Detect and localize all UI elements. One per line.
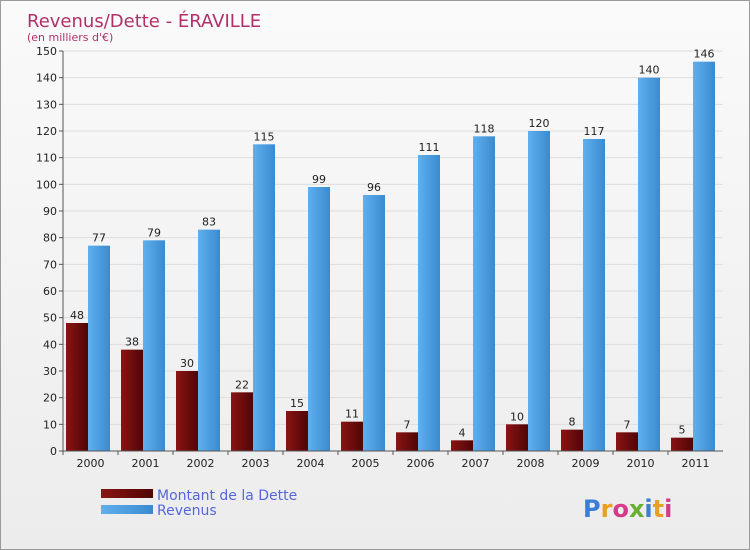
- value-label-dette-2007: 4: [459, 426, 466, 439]
- value-label-dette-2000: 48: [70, 309, 84, 322]
- x-tick-label-2003: 2003: [242, 457, 270, 470]
- bar-dette-2010: [616, 432, 638, 451]
- bar-revenus-2006: [418, 155, 440, 451]
- x-tick-label-2001: 2001: [132, 457, 160, 470]
- bar-dette-2002: [176, 371, 198, 451]
- value-label-dette-2010: 7: [624, 418, 631, 431]
- x-tick-label-2007: 2007: [462, 457, 490, 470]
- value-label-revenus-2000: 77: [92, 232, 106, 245]
- y-tick-label-150: 150: [36, 45, 57, 58]
- value-label-dette-2004: 15: [290, 397, 304, 410]
- y-tick-label-80: 80: [43, 232, 57, 245]
- value-label-dette-2008: 10: [510, 410, 524, 423]
- grid-lines: [63, 50, 723, 452]
- value-label-revenus-2010: 140: [639, 64, 660, 77]
- value-label-revenus-2002: 83: [202, 216, 216, 229]
- bar-revenus-2009: [583, 139, 605, 451]
- x-tick-label-2000: 2000: [77, 457, 105, 470]
- y-tick-label-20: 20: [43, 392, 57, 405]
- bar-dette-2008: [506, 424, 528, 451]
- y-tick-label-140: 140: [36, 72, 57, 85]
- legend-label-revenus: Revenus: [157, 503, 217, 519]
- bar-dette-2006: [396, 432, 418, 451]
- x-tick-label-2004: 2004: [297, 457, 325, 470]
- bar-dette-2001: [121, 349, 143, 451]
- bar-revenus-2002: [198, 229, 220, 451]
- bar-dette-2009: [561, 429, 583, 451]
- x-tick-label-2010: 2010: [627, 457, 655, 470]
- value-label-revenus-2007: 118: [474, 122, 495, 135]
- y-tick-label-70: 70: [43, 258, 57, 271]
- y-tick-label-100: 100: [36, 178, 57, 191]
- y-tick-label-120: 120: [36, 125, 57, 138]
- y-tick-label-130: 130: [36, 98, 57, 111]
- value-label-revenus-2004: 99: [312, 173, 326, 186]
- x-tick-label-2009: 2009: [572, 457, 600, 470]
- y-tick-label-50: 50: [43, 312, 57, 325]
- bar-revenus-2007: [473, 136, 495, 452]
- value-label-dette-2006: 7: [404, 418, 411, 431]
- value-label-dette-2005: 11: [345, 408, 359, 421]
- y-axis: 0 10 20 30 40 50 60 70 80 90 100 110 120 130 140 150: [36, 45, 64, 458]
- bar-revenus-2005: [363, 195, 385, 451]
- bar-dette-2007: [451, 440, 473, 451]
- y-tick-label-0: 0: [50, 445, 57, 458]
- chart-title: Revenus/Dette - ÉRAVILLE: [27, 10, 261, 32]
- bar-revenus-2011: [693, 61, 715, 452]
- value-label-dette-2011: 5: [679, 424, 686, 437]
- legend-swatch-revenus: [101, 505, 153, 514]
- y-tick-label-60: 60: [43, 285, 57, 298]
- value-label-dette-2003: 22: [235, 378, 249, 391]
- x-tick-label-2011: 2011: [682, 457, 710, 470]
- y-tick-label-110: 110: [36, 152, 57, 165]
- value-label-revenus-2001: 79: [147, 226, 161, 239]
- bar-dette-2000: [66, 323, 88, 451]
- x-tick-label-2006: 2006: [407, 457, 435, 470]
- value-label-revenus-2006: 111: [419, 141, 440, 154]
- bar-dette-2003: [231, 392, 253, 451]
- legend: Montant de la Dette Revenus: [101, 488, 297, 519]
- y-tick-label-10: 10: [43, 418, 57, 431]
- y-tick-label-30: 30: [43, 365, 57, 378]
- legend-label-dette: Montant de la Dette: [157, 488, 297, 504]
- chart-subtitle: (en milliers d'€): [27, 31, 113, 44]
- value-label-revenus-2005: 96: [367, 181, 381, 194]
- y-tick-label-90: 90: [43, 205, 57, 218]
- bar-revenus-2000: [88, 245, 110, 451]
- legend-swatch-dette: [101, 489, 153, 498]
- bar-revenus-2003: [253, 144, 275, 452]
- value-label-revenus-2008: 120: [529, 117, 550, 130]
- bars: 48 77 38 79 30 83 22 115 15 99 11 96 7 111 4 118 10 120 8 1…: [66, 48, 715, 452]
- x-tick-label-2005: 2005: [352, 457, 380, 470]
- value-label-revenus-2009: 117: [584, 125, 605, 138]
- value-label-revenus-2011: 146: [694, 48, 715, 61]
- x-tick-label-2008: 2008: [517, 457, 545, 470]
- bar-dette-2004: [286, 411, 308, 451]
- x-tick-label-2002: 2002: [187, 457, 215, 470]
- value-label-revenus-2003: 115: [254, 130, 275, 143]
- bar-dette-2005: [341, 421, 363, 451]
- value-label-dette-2002: 30: [180, 357, 194, 370]
- bar-revenus-2008: [528, 131, 550, 451]
- bar-dette-2011: [671, 437, 693, 451]
- bar-revenus-2001: [143, 240, 165, 451]
- bar-revenus-2004: [308, 187, 330, 451]
- value-label-dette-2001: 38: [125, 336, 139, 349]
- x-axis: 2000 2001 2002 2003 2004 2005 2006 2007 2008 2009…: [62, 450, 723, 470]
- bar-revenus-2010: [638, 77, 660, 452]
- proxiti-logo: Proxiti: [583, 495, 672, 523]
- y-tick-label-40: 40: [43, 338, 57, 351]
- value-label-dette-2009: 8: [569, 416, 576, 429]
